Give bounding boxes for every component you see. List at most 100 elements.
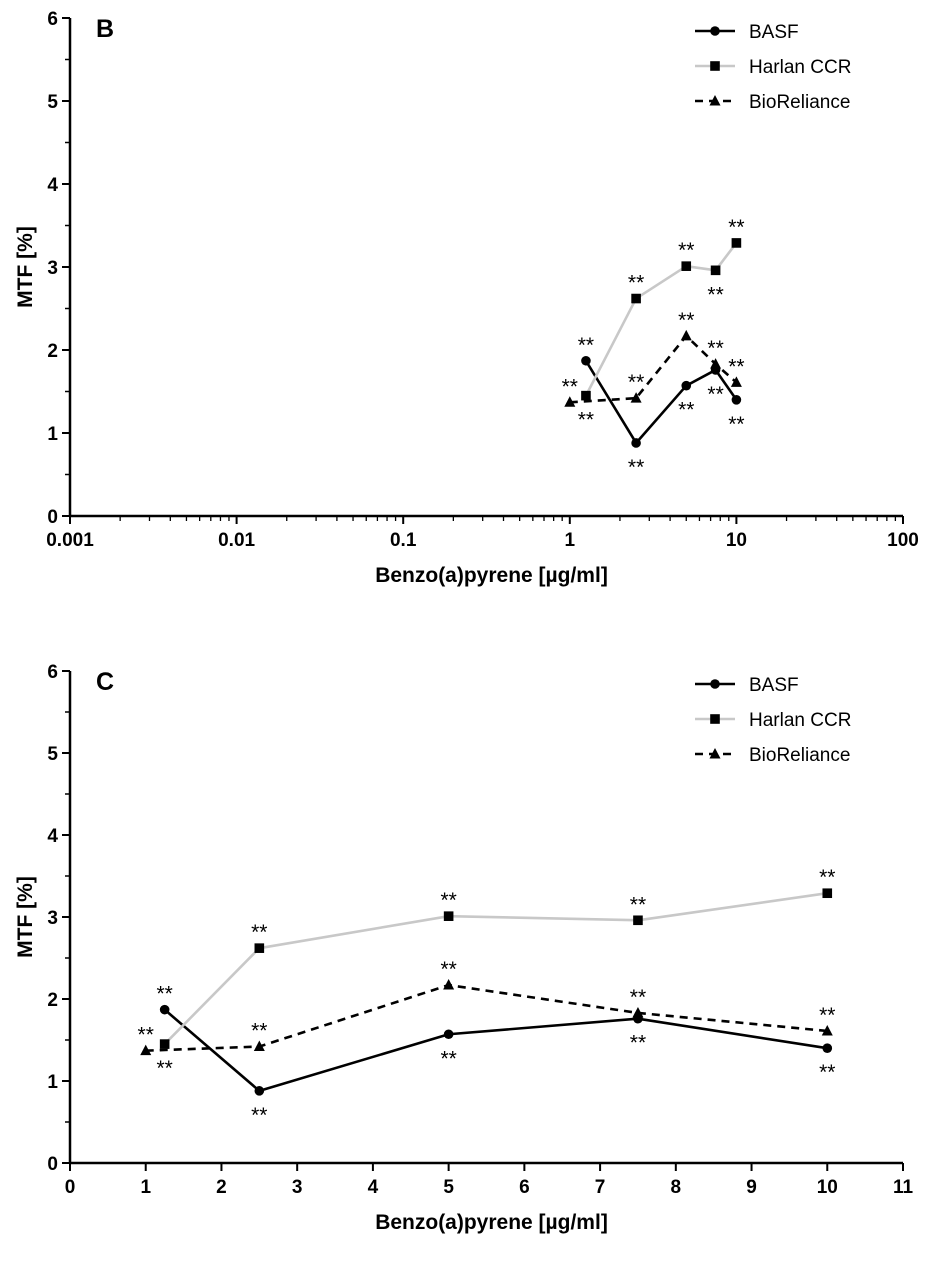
significance-label: **: [562, 375, 578, 398]
x-tick-label: 6: [519, 1177, 530, 1198]
x-tick-label: 5: [443, 1177, 454, 1198]
y-tick-label: 0: [47, 1154, 58, 1175]
x-tick-label: 100: [887, 530, 919, 551]
y-tick-label: 1: [47, 424, 58, 445]
y-tick-label: 6: [47, 662, 58, 683]
x-tick-label: 10: [726, 530, 747, 551]
panel-label: B: [96, 15, 114, 43]
significance-label: **: [630, 1032, 646, 1055]
data-point: [731, 238, 742, 248]
x-axis-title: Benzo(a)pyrene [µg/ml]: [375, 564, 608, 587]
significance-label: **: [156, 983, 172, 1006]
data-point: [630, 392, 642, 403]
significance-label: **: [819, 1004, 835, 1027]
x-tick-label: 0.1: [390, 530, 417, 551]
significance-label: **: [251, 1020, 267, 1043]
legend-label: BioReliance: [749, 745, 850, 766]
significance-label: **: [678, 309, 694, 332]
significance-label: **: [156, 1057, 172, 1080]
y-tick-label: 0: [47, 507, 58, 528]
data-point: [159, 1039, 170, 1049]
data-point: [821, 1024, 833, 1036]
x-tick-label: 8: [671, 1177, 682, 1198]
significance-label: **: [628, 371, 644, 394]
y-tick-label: 4: [47, 175, 58, 196]
significance-label: **: [678, 239, 694, 262]
y-tick-label: 3: [47, 908, 58, 929]
y-tick-label: 5: [47, 92, 58, 113]
x-axis-title: Benzo(a)pyrene [µg/ml]: [375, 1211, 608, 1234]
data-point: [254, 943, 265, 953]
data-point: [253, 1040, 265, 1052]
data-point: [581, 355, 591, 366]
data-point: [564, 396, 576, 407]
series-basf: **********: [578, 334, 745, 479]
series-harlan-ccr: **********: [578, 216, 745, 432]
legend-label: BASF: [749, 22, 799, 43]
data-point: [632, 1006, 644, 1018]
x-tick-label: 0.01: [218, 530, 255, 551]
legend-label: Harlan CCR: [749, 57, 851, 78]
x-tick-label: 9: [746, 1177, 757, 1198]
significance-label: **: [819, 866, 835, 889]
legend-marker: [710, 679, 720, 689]
x-tick-label: 0: [65, 1177, 76, 1198]
significance-label: **: [578, 334, 594, 357]
legend-entry: BioReliance: [695, 92, 850, 113]
data-point: [710, 265, 721, 276]
significance-label: **: [630, 986, 646, 1009]
significance-label: **: [678, 399, 694, 422]
legend-entry: BASF: [695, 675, 799, 696]
significance-label: **: [251, 921, 267, 944]
significance-label: **: [707, 383, 723, 406]
significance-label: **: [819, 1061, 835, 1084]
significance-label: **: [707, 283, 723, 306]
data-point: [633, 915, 643, 926]
legend-label: Harlan CCR: [749, 710, 851, 731]
data-point: [681, 261, 692, 271]
y-tick-label: 1: [47, 1072, 58, 1093]
significance-label: **: [728, 355, 744, 378]
data-point: [140, 1044, 152, 1056]
legend-label: BASF: [749, 675, 799, 696]
x-tick-label: 2: [216, 1177, 227, 1198]
series-bioreliance: ** ********: [562, 309, 745, 407]
y-tick-label: 2: [47, 341, 58, 362]
data-point: [681, 380, 692, 391]
y-tick-label: 4: [47, 826, 58, 847]
x-tick-label: 10: [817, 1177, 838, 1198]
series-harlan-ccr: ** ** ** ** **: [156, 866, 835, 1080]
x-tick-label: 11: [893, 1177, 914, 1198]
data-point: [731, 395, 742, 405]
significance-label: **: [440, 1047, 456, 1070]
data-point: [822, 888, 833, 899]
data-point: [443, 979, 455, 990]
significance-label: **: [728, 216, 744, 239]
significance-label: **: [440, 958, 456, 981]
y-tick-label: 2: [47, 990, 58, 1011]
data-point: [159, 1004, 170, 1015]
legend-marker: [710, 61, 720, 71]
significance-label: **: [628, 272, 644, 295]
significance-label: **: [138, 1024, 154, 1047]
significance-label: **: [628, 456, 644, 479]
data-point: [581, 390, 591, 401]
data-point: [680, 329, 692, 341]
legend-entry: Harlan CCR: [695, 710, 851, 731]
significance-label: **: [728, 413, 744, 436]
significance-label: **: [578, 409, 594, 432]
x-tick-label: 7: [595, 1177, 606, 1198]
legend-entry: Harlan CCR: [695, 57, 851, 78]
y-axis-title: MTF [%]: [14, 876, 37, 958]
chart-panel-c: 0 1 2 3 4 5 6 0 1 2 3 4 5 6 7 8 9 10 11 Benzo(a)pyrene [µg/…: [14, 662, 913, 1234]
data-point: [443, 1029, 454, 1040]
significance-label: **: [630, 893, 646, 916]
x-tick-label: 4: [368, 1177, 379, 1198]
data-point: [822, 1043, 833, 1053]
series-line: [145, 983, 828, 1052]
x-tick-label: 0.001: [46, 530, 94, 551]
data-point: [443, 911, 454, 921]
x-tick-label: 3: [292, 1177, 303, 1198]
